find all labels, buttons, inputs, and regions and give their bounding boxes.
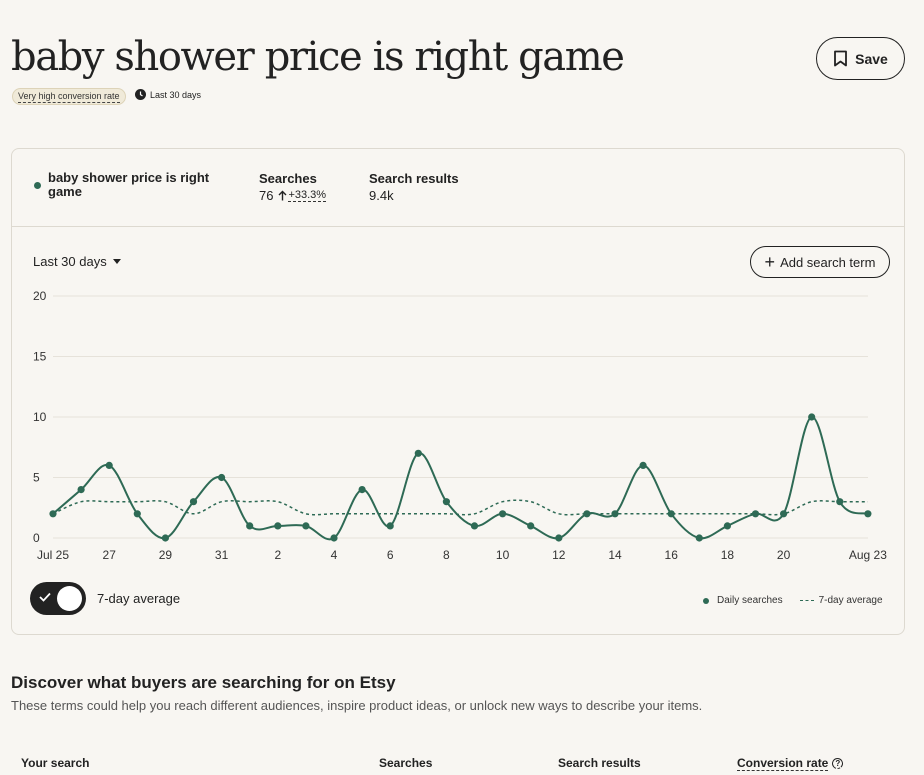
series-dot-icon: [34, 182, 41, 189]
searches-stat: Searches 76 +33.3%: [259, 171, 327, 203]
page-title: baby shower price is right game: [11, 34, 625, 80]
column-header-searches[interactable]: Searches: [379, 756, 433, 770]
range-dropdown-label: Last 30 days: [33, 254, 107, 269]
add-search-term-label: Add search term: [780, 254, 876, 270]
legend-daily: Daily searches: [717, 595, 783, 606]
clock-icon: [135, 89, 146, 100]
searches-label: Searches: [259, 171, 317, 186]
arrow-up-icon: [278, 190, 287, 201]
save-button[interactable]: Save: [816, 37, 905, 80]
column-header-results[interactable]: Search results: [558, 756, 641, 770]
legend-average: 7-day average: [818, 595, 883, 606]
discover-title: Discover what buyers are searching for o…: [11, 673, 396, 692]
toggle-knob: [57, 586, 82, 611]
conversion-badge[interactable]: Very high conversion rate: [12, 88, 126, 105]
plus-icon: +: [764, 252, 776, 272]
results-stat: Search results 9.4k: [369, 171, 459, 203]
average-toggle[interactable]: [30, 582, 86, 615]
average-toggle-label: 7-day average: [97, 591, 181, 606]
summary-row: baby shower price is right game Searches…: [12, 149, 904, 227]
legend-dot-icon: [703, 597, 709, 604]
legend-dash-icon: [799, 600, 814, 601]
add-search-term-button[interactable]: + Add search term: [750, 246, 890, 278]
period-indicator: Last 30 days: [135, 89, 201, 100]
searches-value: 76: [259, 188, 274, 203]
column-header-search[interactable]: Your search: [21, 756, 90, 770]
chart-legend: Daily searches 7-day average: [703, 595, 883, 606]
trend-card: baby shower price is right game Searches…: [11, 148, 905, 635]
discover-subtitle: These terms could help you reach differe…: [11, 698, 703, 713]
save-button-label: Save: [855, 50, 888, 67]
help-icon[interactable]: ?: [832, 758, 844, 769]
bookmark-icon: [834, 50, 848, 67]
check-icon: [39, 592, 51, 602]
summary-term: baby shower price is right game: [48, 170, 210, 199]
searches-change[interactable]: +33.3%: [278, 189, 327, 202]
column-header-conversion[interactable]: Conversion rate ?: [737, 756, 844, 771]
range-dropdown[interactable]: Last 30 days: [33, 254, 121, 269]
results-label: Search results: [369, 171, 459, 186]
caret-down-icon: [112, 259, 121, 264]
period-text: Last 30 days: [150, 89, 202, 100]
results-value: 9.4k: [369, 188, 394, 203]
